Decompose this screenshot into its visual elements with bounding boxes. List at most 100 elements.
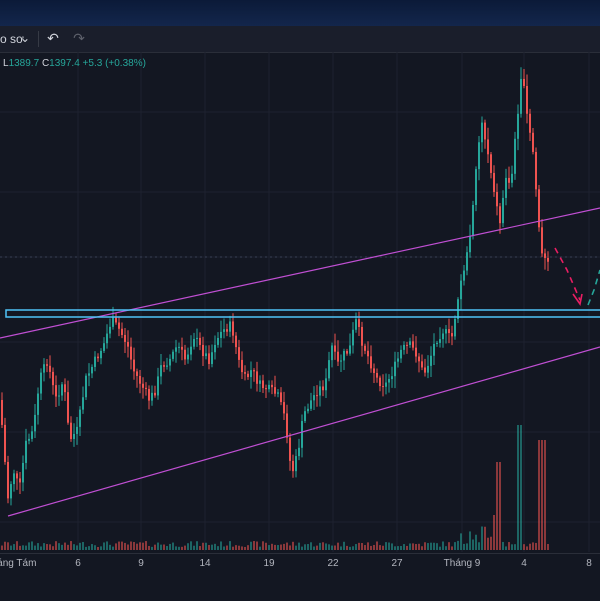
candle-body (103, 343, 105, 351)
chevron-down-icon[interactable]: ⌄ (20, 31, 31, 45)
volume-bar (451, 546, 453, 550)
volume-bar (130, 541, 132, 550)
volume-bar (271, 543, 273, 550)
x-tick-label: 4 (521, 558, 527, 569)
candle-body (532, 132, 534, 152)
volume-bar (136, 543, 138, 550)
volume-bar (364, 545, 366, 550)
volume-bar (256, 541, 258, 550)
volume-bar (139, 542, 141, 550)
volume-bar (340, 546, 342, 550)
layout-label[interactable]: o sơ (0, 32, 24, 46)
candle-body (406, 344, 408, 346)
volume-bar (76, 545, 78, 550)
volume-bar (394, 546, 396, 550)
candle-body (100, 350, 102, 359)
volume-bar (475, 534, 477, 550)
volume-bar (190, 541, 192, 550)
volume-bar (49, 544, 51, 550)
volume-bar (253, 541, 255, 550)
candle-body (523, 78, 525, 86)
volume-bar (235, 545, 237, 550)
volume-bar (346, 545, 348, 550)
volume-bar (163, 544, 165, 550)
volume-bar (259, 546, 261, 550)
volume-bar (166, 546, 168, 550)
undo-icon[interactable]: ↶ (47, 30, 59, 46)
x-tick-label: 22 (327, 558, 339, 569)
x-tick-label: 6 (75, 558, 81, 569)
candle-body (316, 395, 318, 397)
volume-bar (286, 542, 288, 550)
volume-bar (349, 546, 351, 550)
candle-body (352, 329, 354, 346)
volume-bar (334, 545, 336, 550)
candle-body (163, 365, 165, 367)
volume-bar (64, 542, 66, 550)
candle-body (229, 321, 231, 332)
candle-body (55, 385, 57, 397)
volume-bar (514, 544, 516, 550)
time-axis[interactable]: háng Tám 6 9 14 19 22 27 Tháng 9 4 8 (0, 553, 600, 601)
candle-body (58, 395, 60, 397)
candle-body (433, 343, 435, 356)
volume-bar (31, 541, 33, 550)
volume-bar (403, 544, 405, 550)
candle-body (472, 204, 474, 237)
volume-bar (517, 425, 519, 550)
candle-body (10, 484, 12, 499)
candle-body (481, 122, 483, 143)
volume-bar (172, 542, 174, 550)
candle-body (421, 361, 423, 368)
volume-bar (481, 526, 483, 550)
candle-body (469, 236, 471, 253)
volume-bar (469, 531, 471, 550)
candle-body (502, 197, 504, 224)
volume-bar (91, 544, 93, 550)
volume-bar (250, 541, 252, 550)
volume-bar (154, 544, 156, 550)
projection-arrowhead (572, 293, 583, 306)
candle-body (187, 354, 189, 360)
volume-bar (370, 545, 372, 550)
candle-body (52, 371, 54, 386)
candle-body (535, 151, 537, 190)
volume-bars (1, 425, 549, 550)
candle-body (265, 388, 267, 390)
volume-bar (247, 545, 249, 550)
volume-bar (538, 440, 540, 550)
volume-bar (133, 542, 135, 550)
volume-bar (337, 542, 339, 550)
candle-body (40, 372, 42, 394)
candle-body (253, 370, 255, 372)
candle-body (259, 380, 261, 384)
candle-body (388, 379, 390, 383)
candle-body (343, 350, 345, 361)
candle-body (526, 85, 528, 114)
volume-bar (238, 545, 240, 550)
candle-body (106, 333, 108, 344)
volume-bar (178, 546, 180, 550)
candle-body (298, 447, 300, 457)
candle-body (85, 375, 87, 398)
candle-body (49, 365, 51, 372)
candle-body (1, 400, 3, 425)
volume-bar (544, 440, 546, 550)
redo-icon[interactable]: ↷ (73, 30, 85, 46)
candle-body (508, 177, 510, 183)
candle-body (520, 78, 522, 114)
candlestick-chart[interactable] (0, 52, 600, 553)
chart-grid (0, 52, 600, 552)
volume-bar (220, 541, 222, 550)
x-tick-label: 27 (391, 558, 403, 569)
candle-body (283, 402, 285, 414)
volume-bar (472, 539, 474, 550)
candle-body (4, 424, 6, 462)
candle-body (34, 414, 36, 432)
volume-bar (184, 545, 186, 550)
volume-bar (16, 541, 18, 550)
candle-body (394, 361, 396, 377)
volume-bar (94, 545, 96, 550)
volume-bar (358, 542, 360, 550)
candle-body (7, 461, 9, 499)
